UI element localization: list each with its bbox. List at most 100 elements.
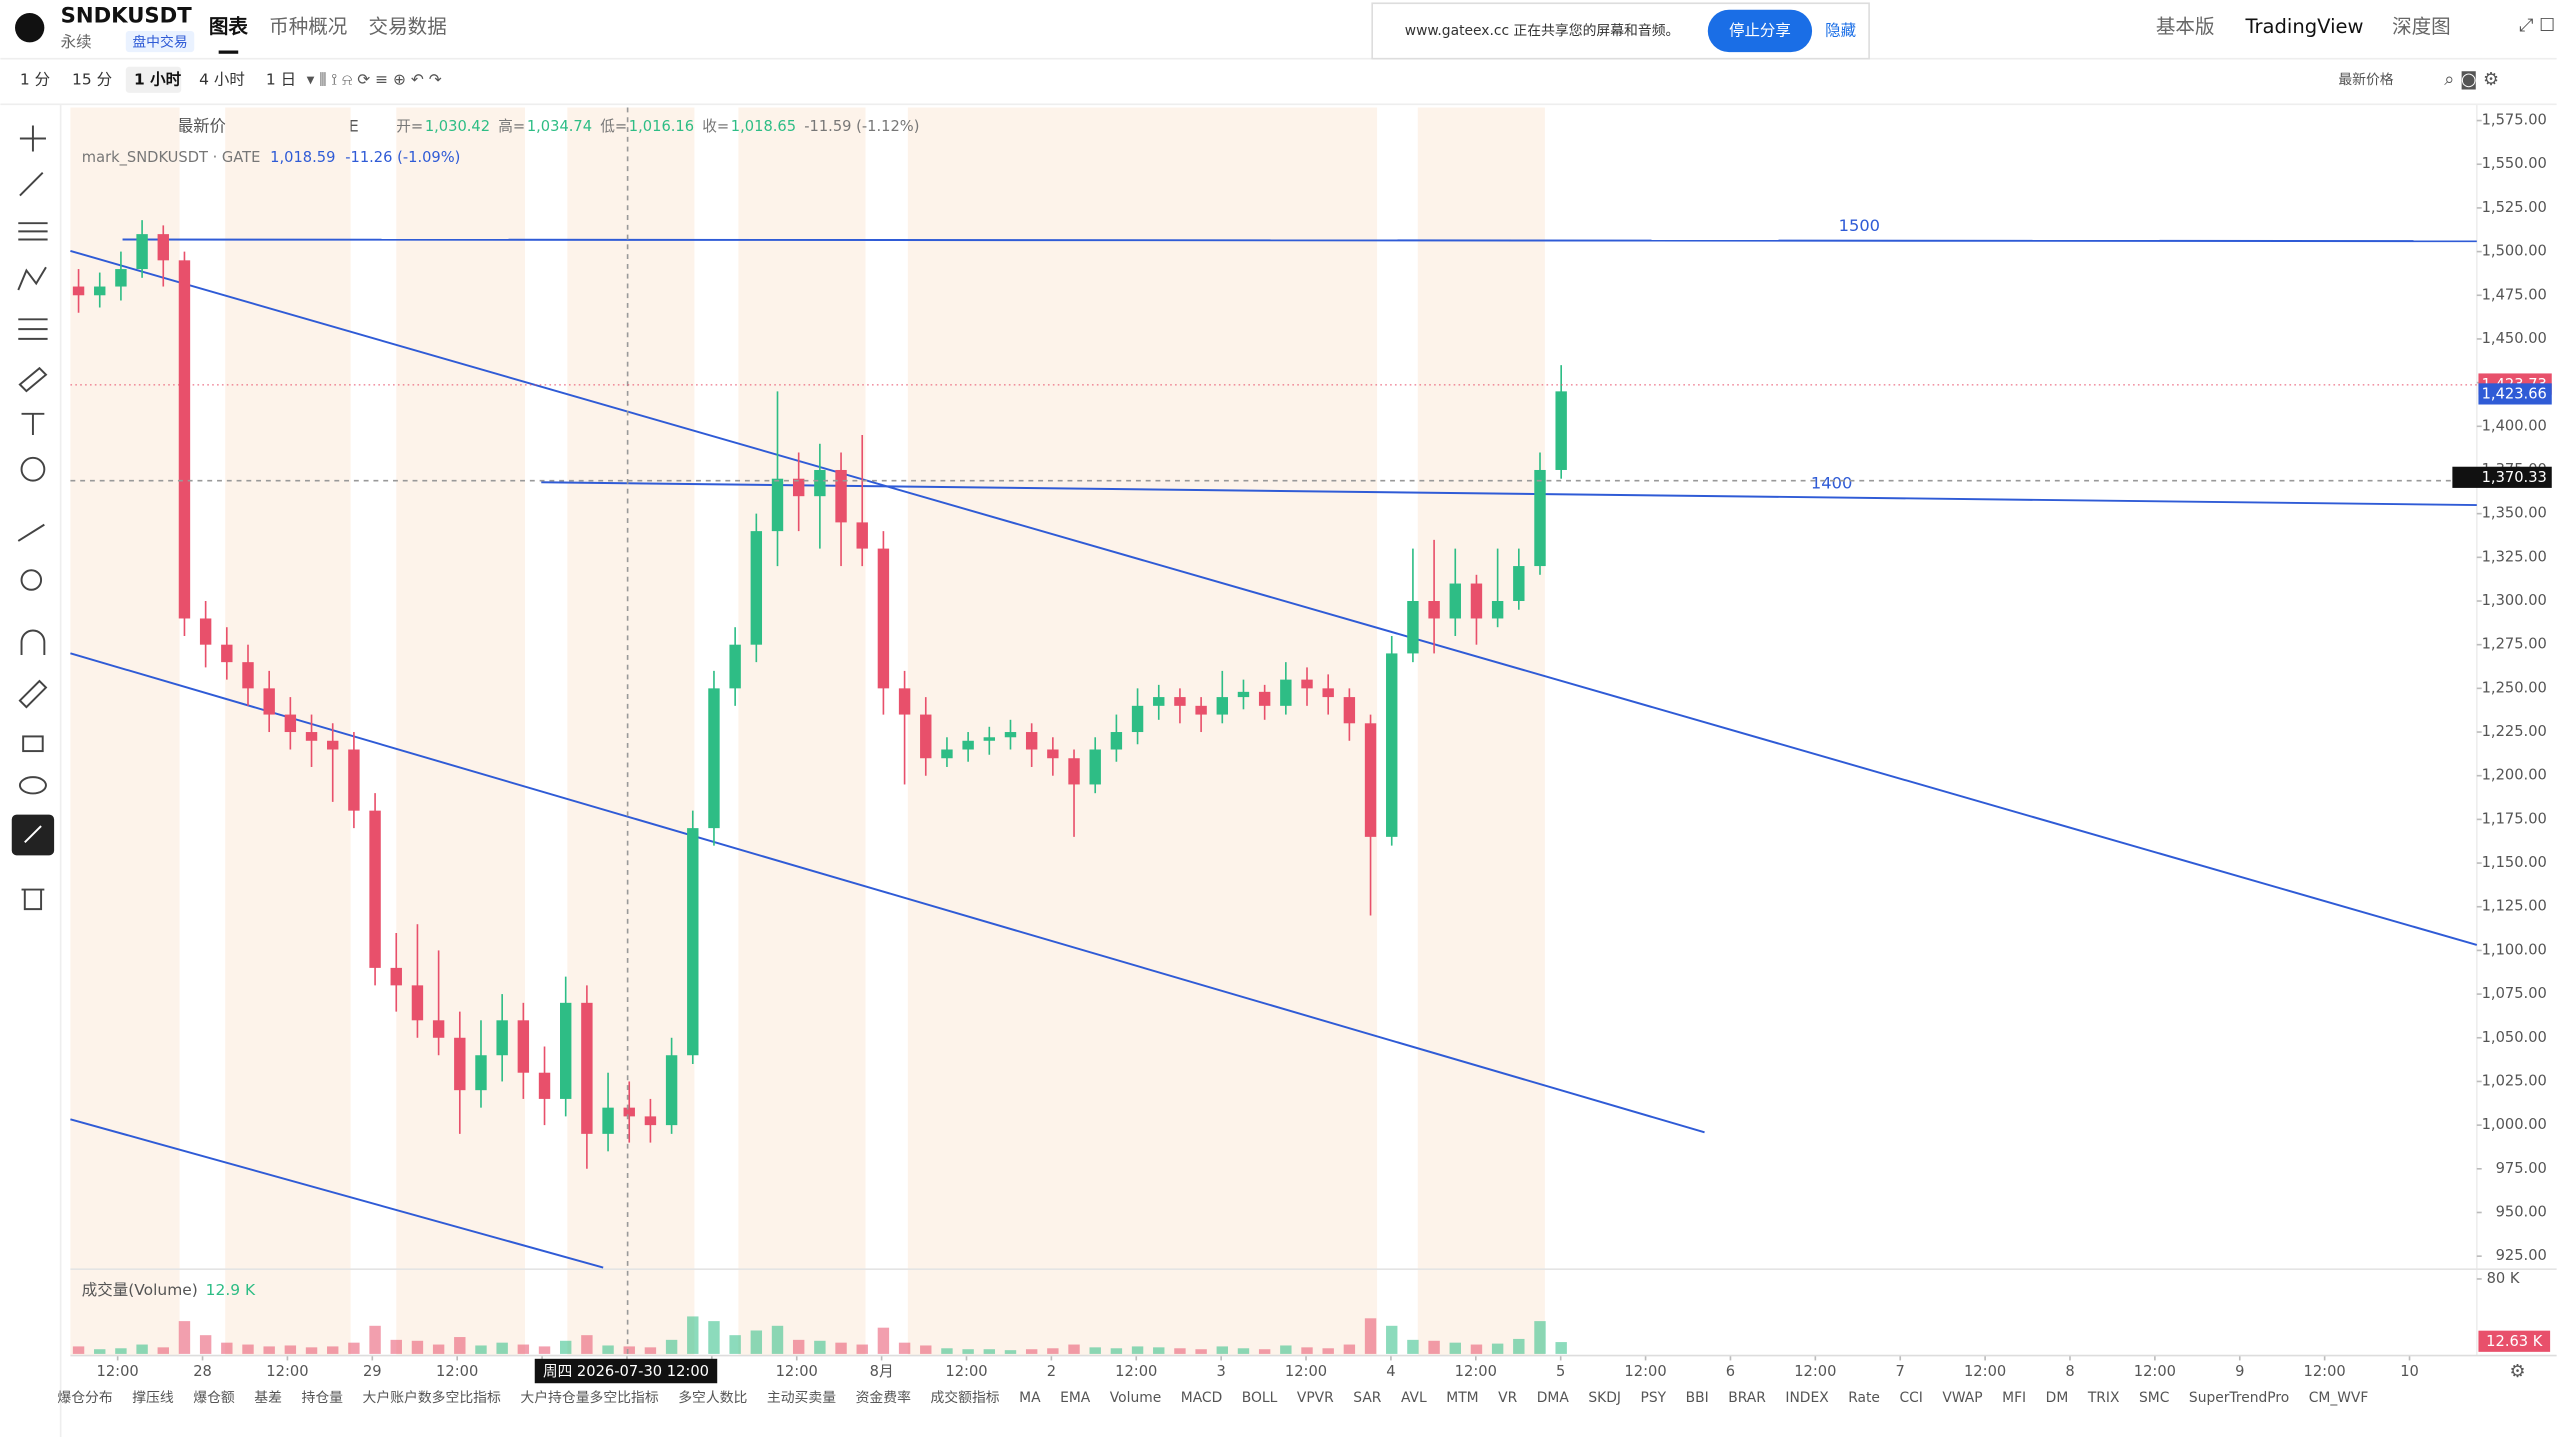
indicator[interactable]: AVL	[1401, 1390, 1427, 1406]
indicator[interactable]: SKDJ	[1588, 1390, 1621, 1406]
legend-item: 1,034.74	[527, 118, 592, 135]
tool-eye[interactable]	[18, 776, 47, 795]
channel-line	[70, 1118, 604, 1269]
indicator[interactable]: 持仓量	[302, 1390, 344, 1406]
indicator[interactable]: BBI	[1686, 1390, 1709, 1406]
indicator[interactable]: MFI	[2002, 1390, 2026, 1406]
indicator[interactable]: 主动买卖量	[767, 1390, 836, 1406]
nav-tab[interactable]: 交易数据	[369, 15, 447, 38]
header-link[interactable]: TradingView	[2244, 15, 2363, 38]
tool-brush[interactable]	[18, 366, 48, 393]
indicator[interactable]: 大户持仓量多空比指标	[520, 1389, 658, 1406]
tool-magnet[interactable]	[20, 629, 46, 655]
indicator[interactable]: 基差	[254, 1389, 282, 1406]
header-link[interactable]: 基本版	[2156, 15, 2215, 38]
candle-body	[1491, 601, 1504, 619]
indicator[interactable]: MTM	[1446, 1390, 1478, 1406]
indicator[interactable]: BRAR	[1728, 1390, 1766, 1406]
indicator[interactable]: TRIX	[2087, 1390, 2120, 1406]
legend-item: 开=	[396, 118, 423, 135]
hide-link[interactable]: 隐藏	[1825, 21, 1856, 39]
indicator[interactable]: CCI	[1899, 1390, 1922, 1406]
indicator[interactable]: BOLL	[1242, 1390, 1278, 1406]
interval-active	[125, 66, 182, 93]
volume-bar	[1153, 1347, 1165, 1354]
candle-body	[1322, 688, 1334, 698]
interval[interactable]: 1 分	[20, 70, 50, 88]
price-type[interactable]: 最新价格	[2338, 72, 2393, 88]
legend-item: 低=	[600, 118, 627, 135]
tool-lock[interactable]	[22, 735, 44, 753]
indicator[interactable]: PSY	[1640, 1390, 1666, 1406]
indicator[interactable]: DM	[2046, 1390, 2069, 1406]
indicator[interactable]: VWAP	[1942, 1390, 1982, 1406]
indicator[interactable]: SuperTrendPro	[2189, 1390, 2289, 1406]
interval[interactable]: 1 日	[266, 70, 296, 88]
stop-text[interactable]: 停止分享	[1729, 21, 1791, 39]
tool-ruler[interactable]	[17, 523, 45, 542]
candle-body	[199, 618, 212, 645]
candle-body	[898, 688, 911, 715]
indicator[interactable]: 多空人数比	[678, 1389, 747, 1406]
indicator[interactable]: VPVR	[1297, 1390, 1334, 1406]
window-icons[interactable]: ⤢ ☐	[2519, 15, 2555, 36]
tool-pattern[interactable]	[17, 266, 47, 291]
volume-bar	[644, 1347, 657, 1354]
indicator[interactable]: CM_WVF	[2309, 1390, 2369, 1406]
price-badge	[2478, 383, 2552, 405]
candle-body	[178, 260, 191, 619]
indicator[interactable]: MACD	[1181, 1390, 1222, 1406]
trend-line	[122, 238, 2477, 243]
header-link[interactable]: 深度图	[2392, 15, 2451, 38]
indicator[interactable]: 爆仓额	[193, 1390, 235, 1406]
tool-zoom[interactable]	[20, 569, 43, 591]
candle-body	[538, 1072, 551, 1099]
indicator[interactable]: 大户账户数多空比指标	[363, 1389, 501, 1406]
tool-fib[interactable]	[18, 318, 48, 340]
indicator[interactable]: MA	[1019, 1390, 1041, 1406]
volume-bar	[390, 1339, 402, 1354]
candle-body	[792, 478, 805, 497]
volume-bar	[1131, 1346, 1144, 1354]
y-tick-label: 1,025.00	[2482, 1072, 2547, 1089]
candle-body	[284, 714, 297, 733]
volume-bar	[496, 1342, 508, 1354]
symbol[interactable]: SNDKUSDT	[61, 2, 193, 27]
indicator[interactable]: VR	[1498, 1390, 1517, 1406]
indicator[interactable]: SAR	[1353, 1390, 1381, 1406]
crosshair-date: 周四 2026-07-30 12:00	[543, 1363, 709, 1380]
nav-tab[interactable]: 图表	[209, 15, 249, 38]
tool-cross[interactable]	[19, 125, 46, 152]
indicator[interactable]: Rate	[1848, 1390, 1880, 1406]
interval[interactable]: 4 小时	[199, 70, 245, 88]
indicator[interactable]: 成交额指标	[930, 1389, 999, 1406]
stop-button[interactable]	[1707, 9, 1813, 53]
volume-bar	[750, 1330, 763, 1354]
interval[interactable]: 1 小时	[134, 70, 182, 88]
indicator[interactable]: 撑压线	[132, 1390, 174, 1406]
indicator[interactable]: 资金费率	[856, 1389, 911, 1406]
tool-line[interactable]	[19, 172, 44, 197]
y-tick-label: 1,475.00	[2482, 286, 2547, 303]
indicator[interactable]: EMA	[1060, 1390, 1091, 1406]
price-badge	[2452, 466, 2552, 488]
indicator[interactable]: DMA	[1537, 1390, 1570, 1406]
chart-icons[interactable]: ⌕ ◙ ⚙	[2444, 69, 2499, 90]
indicator[interactable]: SMC	[2139, 1390, 2169, 1406]
indicator[interactable]: INDEX	[1785, 1390, 1829, 1406]
indicator[interactable]: 爆仓分布	[57, 1390, 112, 1406]
contract: 永续	[61, 33, 92, 51]
volume-bar	[263, 1346, 275, 1354]
mark-legend-item: 1,018.59	[270, 149, 335, 166]
tool-pencil[interactable]	[18, 679, 48, 709]
interval[interactable]: 15 分	[72, 70, 112, 88]
tool-emoji[interactable]	[20, 456, 46, 482]
tool-trash[interactable]	[21, 888, 45, 911]
volume-bar	[1195, 1349, 1207, 1354]
indicator[interactable]: Volume	[1110, 1390, 1161, 1406]
toolbar-icons[interactable]: ▾ ⫼ ⟟ ⍾ ⟳ ≡ ⊕ ↶ ↷	[307, 70, 442, 88]
nav-tab[interactable]: 币种概况	[269, 15, 347, 38]
tool-text[interactable]	[21, 412, 45, 436]
settings-icon[interactable]: ⚙	[2510, 1361, 2526, 1382]
tool-channel[interactable]	[18, 222, 48, 241]
